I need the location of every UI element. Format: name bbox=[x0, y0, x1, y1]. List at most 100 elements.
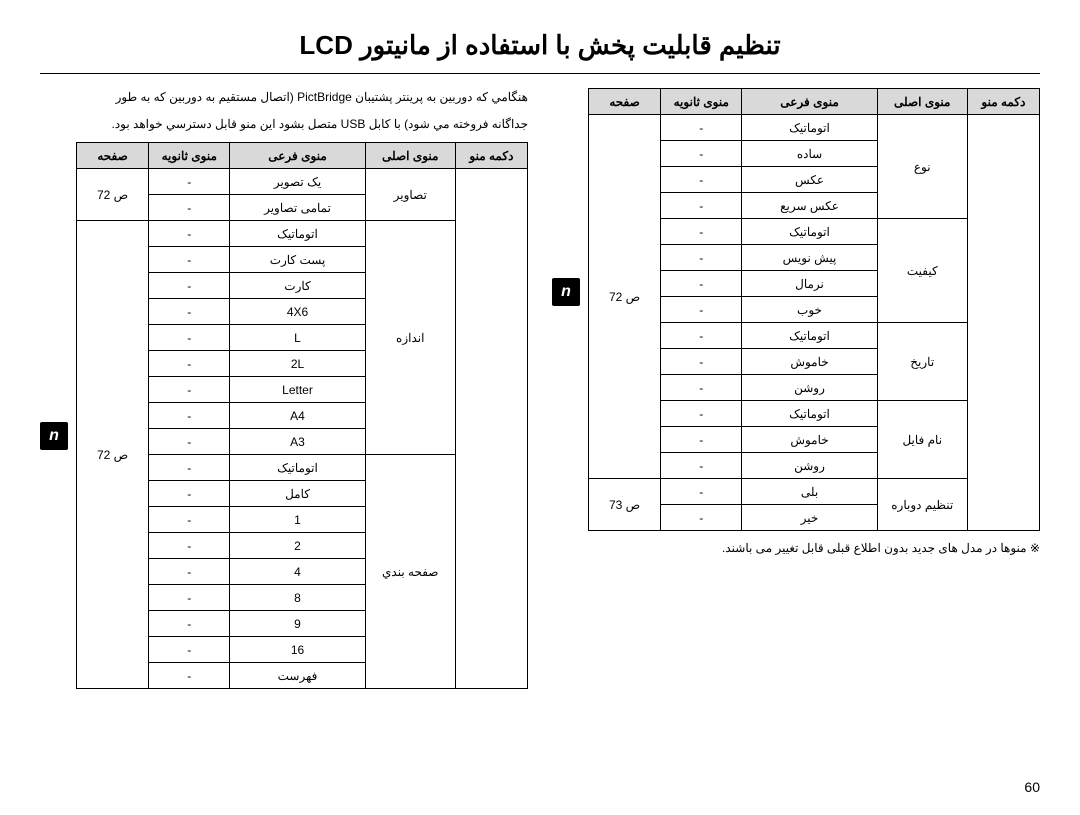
page-cell: ص 72 bbox=[589, 115, 661, 479]
th-sec: منوی ثانویه bbox=[661, 89, 742, 115]
sub-menu-cell: عکس bbox=[742, 167, 877, 193]
right-table-wrap: n دکمه منو منوی اصلی منوی فرعی منوی ثانو… bbox=[40, 142, 528, 689]
sec-menu-cell: - bbox=[149, 273, 230, 299]
sec-menu-cell: - bbox=[149, 585, 230, 611]
sec-menu-cell: - bbox=[149, 429, 230, 455]
sec-menu-cell: - bbox=[149, 299, 230, 325]
sec-menu-cell: - bbox=[149, 663, 230, 689]
table-header-row: دکمه منو منوی اصلی منوی فرعی منوی ثانویه… bbox=[589, 89, 1040, 115]
sec-menu-cell: - bbox=[149, 169, 230, 195]
sub-menu-cell: Letter bbox=[230, 377, 365, 403]
sec-menu-cell: - bbox=[661, 271, 742, 297]
sec-menu-cell: - bbox=[661, 479, 742, 505]
sec-menu-cell: - bbox=[661, 323, 742, 349]
sub-menu-cell: 2L bbox=[230, 351, 365, 377]
sub-menu-cell: 4 bbox=[230, 559, 365, 585]
sec-menu-cell: - bbox=[149, 221, 230, 247]
main-menu-cell: کیفیت bbox=[877, 219, 967, 323]
sec-menu-cell: - bbox=[661, 115, 742, 141]
sec-menu-cell: - bbox=[661, 193, 742, 219]
left-table: دکمه منو منوی اصلی منوی فرعی منوی ثانویه… bbox=[588, 88, 1040, 531]
sec-menu-cell: - bbox=[661, 219, 742, 245]
sub-menu-cell: تمامی تصاویر bbox=[230, 195, 365, 221]
sec-menu-cell: - bbox=[661, 401, 742, 427]
left-table-wrap: n دکمه منو منوی اصلی منوی فرعی منوی ثانو… bbox=[552, 88, 1040, 531]
sec-menu-cell: - bbox=[661, 141, 742, 167]
sec-menu-cell: - bbox=[149, 533, 230, 559]
sec-menu-cell: - bbox=[661, 245, 742, 271]
table-row: تصاویریک تصویر-ص 72 bbox=[77, 169, 528, 195]
sec-menu-cell: - bbox=[661, 297, 742, 323]
main-menu-cell: صفحه بندي bbox=[365, 455, 455, 689]
sub-menu-cell: فهرست bbox=[230, 663, 365, 689]
sub-menu-cell: اتوماتیک bbox=[742, 323, 877, 349]
sub-menu-cell: L bbox=[230, 325, 365, 351]
main-menu-cell: اندازه bbox=[365, 221, 455, 455]
right-column: هنگامي که دوربین به پرینتر پشتیبان PictB… bbox=[40, 88, 528, 689]
th-sub: منوی فرعی bbox=[230, 143, 365, 169]
sub-menu-cell: 8 bbox=[230, 585, 365, 611]
th-main: منوی اصلی bbox=[365, 143, 455, 169]
sec-menu-cell: - bbox=[149, 377, 230, 403]
sub-menu-cell: اتوماتیک bbox=[230, 221, 365, 247]
sub-menu-cell: کارت bbox=[230, 273, 365, 299]
sec-menu-cell: - bbox=[149, 325, 230, 351]
sec-menu-cell: - bbox=[149, 455, 230, 481]
content-columns: هنگامي که دوربین به پرینتر پشتیبان PictB… bbox=[40, 88, 1040, 689]
table-header-row: دکمه منو منوی اصلی منوی فرعی منوی ثانویه… bbox=[77, 143, 528, 169]
sub-menu-cell: 2 bbox=[230, 533, 365, 559]
sub-menu-cell: 16 bbox=[230, 637, 365, 663]
sub-menu-cell: ساده bbox=[742, 141, 877, 167]
sec-menu-cell: - bbox=[149, 403, 230, 429]
sub-menu-cell: A4 bbox=[230, 403, 365, 429]
main-menu-cell: نوع bbox=[877, 115, 967, 219]
sub-menu-cell: خاموش bbox=[742, 427, 877, 453]
sub-menu-cell: 9 bbox=[230, 611, 365, 637]
sub-menu-cell: یک تصویر bbox=[230, 169, 365, 195]
sub-menu-cell: خیر bbox=[742, 505, 877, 531]
sub-menu-cell: پست کارت bbox=[230, 247, 365, 273]
th-menu-btn: دکمه منو bbox=[455, 143, 527, 169]
page-title: تنظیم قابلیت پخش با استفاده از مانیتور L… bbox=[40, 30, 1040, 61]
pictbridge-icon: n bbox=[552, 278, 580, 306]
sec-menu-cell: - bbox=[149, 637, 230, 663]
page-number: 60 bbox=[1024, 779, 1040, 795]
menu-btn-cell bbox=[455, 169, 527, 689]
page-cell: ص 72 bbox=[77, 169, 149, 221]
sub-menu-cell: بلی bbox=[742, 479, 877, 505]
sec-menu-cell: - bbox=[149, 351, 230, 377]
main-menu-cell: تاریخ bbox=[877, 323, 967, 401]
sub-menu-cell: خوب bbox=[742, 297, 877, 323]
table-row: نوعاتوماتیک-ص 72 bbox=[589, 115, 1040, 141]
sub-menu-cell: خاموش bbox=[742, 349, 877, 375]
sub-menu-cell: A3 bbox=[230, 429, 365, 455]
description-line-2: جداگانه فروخته مي شود) با کابل USB متصل … bbox=[40, 115, 528, 134]
sub-menu-cell: پیش نویس bbox=[742, 245, 877, 271]
main-menu-cell: تصاویر bbox=[365, 169, 455, 221]
sub-menu-cell: اتوماتیک bbox=[742, 115, 877, 141]
th-menu-btn: دکمه منو bbox=[967, 89, 1039, 115]
sec-menu-cell: - bbox=[661, 453, 742, 479]
description-line-1: هنگامي که دوربین به پرینتر پشتیبان PictB… bbox=[40, 88, 528, 107]
sec-menu-cell: - bbox=[661, 349, 742, 375]
sub-menu-cell: اتوماتیک bbox=[230, 455, 365, 481]
sec-menu-cell: - bbox=[149, 507, 230, 533]
th-page: صفحه bbox=[589, 89, 661, 115]
sub-menu-cell: عکس سریع bbox=[742, 193, 877, 219]
sec-menu-cell: - bbox=[661, 167, 742, 193]
sub-menu-cell: روشن bbox=[742, 453, 877, 479]
sub-menu-cell: 4X6 bbox=[230, 299, 365, 325]
footnote: ※ منوها در مدل های جدید بدون اطلاع قبلی … bbox=[552, 541, 1040, 555]
sec-menu-cell: - bbox=[149, 611, 230, 637]
main-menu-cell: نام فایل bbox=[877, 401, 967, 479]
horizontal-rule bbox=[40, 73, 1040, 74]
sec-menu-cell: - bbox=[661, 505, 742, 531]
main-menu-cell: تنظیم دوباره bbox=[877, 479, 967, 531]
pictbridge-icon: n bbox=[40, 422, 68, 450]
sub-menu-cell: روشن bbox=[742, 375, 877, 401]
right-table: دکمه منو منوی اصلی منوی فرعی منوی ثانویه… bbox=[76, 142, 528, 689]
sub-menu-cell: اتوماتیک bbox=[742, 219, 877, 245]
sec-menu-cell: - bbox=[149, 195, 230, 221]
sec-menu-cell: - bbox=[661, 427, 742, 453]
sec-menu-cell: - bbox=[661, 375, 742, 401]
